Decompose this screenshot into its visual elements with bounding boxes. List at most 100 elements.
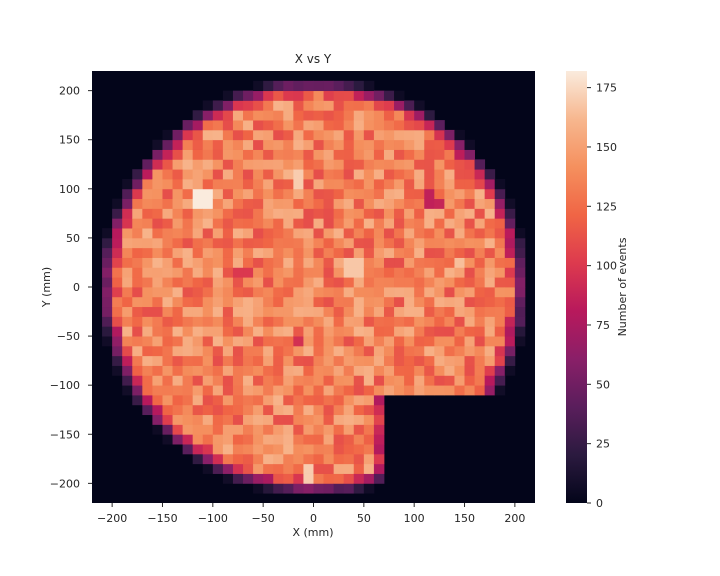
heatmap-cell [303, 159, 314, 170]
heatmap-cell [454, 179, 465, 190]
heatmap-cell [414, 149, 425, 160]
heatmap-cell [283, 90, 294, 101]
heatmap-cell [454, 218, 465, 229]
heatmap-cell [333, 277, 345, 288]
heatmap-cell [172, 365, 184, 376]
heatmap-cell [263, 90, 274, 101]
heatmap-cell [202, 326, 214, 337]
heatmap-cell [494, 237, 506, 249]
heatmap-cell [112, 336, 123, 347]
heatmap-cell [444, 218, 455, 229]
colorbar-gradient [566, 71, 587, 503]
heatmap-cell [243, 473, 254, 484]
heatmap-cell [303, 129, 314, 141]
heatmap-cell [303, 100, 314, 111]
heatmap-cell [263, 296, 274, 308]
heatmap-cell [343, 149, 355, 160]
heatmap-cell [353, 188, 365, 200]
heatmap-cell [323, 355, 335, 366]
heatmap-cell [303, 218, 314, 229]
heatmap-cell [494, 208, 506, 219]
heatmap-cell [263, 149, 274, 160]
heatmap-cell [404, 355, 415, 366]
heatmap-cell [132, 188, 143, 200]
heatmap-cell [232, 414, 244, 425]
heatmap-cell [323, 385, 335, 396]
heatmap-cell [363, 434, 375, 445]
heatmap-cell [434, 218, 445, 229]
heatmap-cell [414, 169, 425, 180]
heatmap-cell [102, 237, 113, 249]
heatmap-cell [182, 444, 194, 455]
heatmap-cell [243, 326, 254, 337]
heatmap-cell [222, 228, 234, 239]
heatmap-cell [424, 326, 435, 337]
heatmap-cell [243, 218, 254, 229]
heatmap-cell [273, 385, 284, 396]
heatmap-cell [504, 198, 516, 209]
heatmap-cell [263, 129, 274, 141]
heatmap-cell [273, 434, 284, 445]
heatmap-cell [504, 257, 516, 268]
heatmap-cell [383, 336, 395, 347]
heatmap-cell [273, 395, 284, 406]
heatmap-cell [232, 395, 244, 406]
colorbar-ticks: 0 25 50 75 100 125 150 175 [587, 82, 617, 510]
heatmap-cell [484, 218, 496, 229]
heatmap-cell [424, 129, 435, 141]
heatmap-cell [303, 463, 314, 474]
heatmap-cell [212, 414, 224, 425]
heatmap-cell [464, 385, 475, 396]
heatmap-cell [333, 100, 345, 111]
x-tick-label: −150 [147, 512, 177, 525]
heatmap-cell [494, 267, 506, 278]
heatmap-cell [353, 129, 365, 141]
heatmap-cell [373, 110, 385, 121]
heatmap-cell [122, 198, 133, 209]
heatmap-cell [192, 434, 204, 445]
heatmap-cell [383, 267, 395, 278]
heatmap-cell [212, 257, 224, 268]
heatmap-cell [132, 395, 143, 406]
heatmap-cell [162, 287, 173, 298]
heatmap-cell [283, 188, 294, 200]
heatmap-cell [172, 159, 184, 170]
heatmap-cell [172, 228, 184, 239]
heatmap-cell [122, 287, 133, 298]
heatmap-cell [222, 355, 234, 366]
heatmap-cell [192, 296, 204, 308]
x-tick-label: 100 [404, 512, 425, 525]
heatmap-cell [333, 483, 345, 494]
heatmap-cell [283, 139, 294, 150]
heatmap-cell [232, 100, 244, 111]
heatmap-cell [504, 267, 516, 278]
heatmap-cell [353, 257, 365, 268]
heatmap-cell [343, 80, 355, 92]
heatmap-cell [142, 257, 153, 268]
heatmap-cell [192, 316, 204, 327]
heatmap-cell [192, 218, 204, 229]
heatmap-cell [363, 267, 375, 278]
heatmap-cell [253, 365, 264, 376]
heatmap-cell [273, 228, 284, 239]
heatmap-cell [232, 120, 244, 131]
heatmap-cell [212, 198, 224, 209]
heatmap-cell [263, 375, 274, 386]
heatmap-cell [172, 424, 184, 435]
heatmap-cell [343, 473, 355, 484]
heatmap-cell [182, 247, 194, 258]
heatmap-cell [283, 228, 294, 239]
heatmap-cell [122, 237, 133, 249]
heatmap-cell [303, 395, 314, 406]
heatmap-cell [363, 208, 375, 219]
heatmap-cell [373, 424, 385, 435]
heatmap-cell [202, 365, 214, 376]
heatmap-cell [474, 179, 486, 190]
heatmap-cell [363, 198, 375, 209]
heatmap-cell [414, 198, 425, 209]
heatmap-cell [394, 355, 405, 366]
heatmap-cell [283, 277, 294, 288]
heatmap-cell [504, 336, 516, 347]
heatmap-cell [494, 326, 506, 337]
heatmap-cell [303, 208, 314, 219]
